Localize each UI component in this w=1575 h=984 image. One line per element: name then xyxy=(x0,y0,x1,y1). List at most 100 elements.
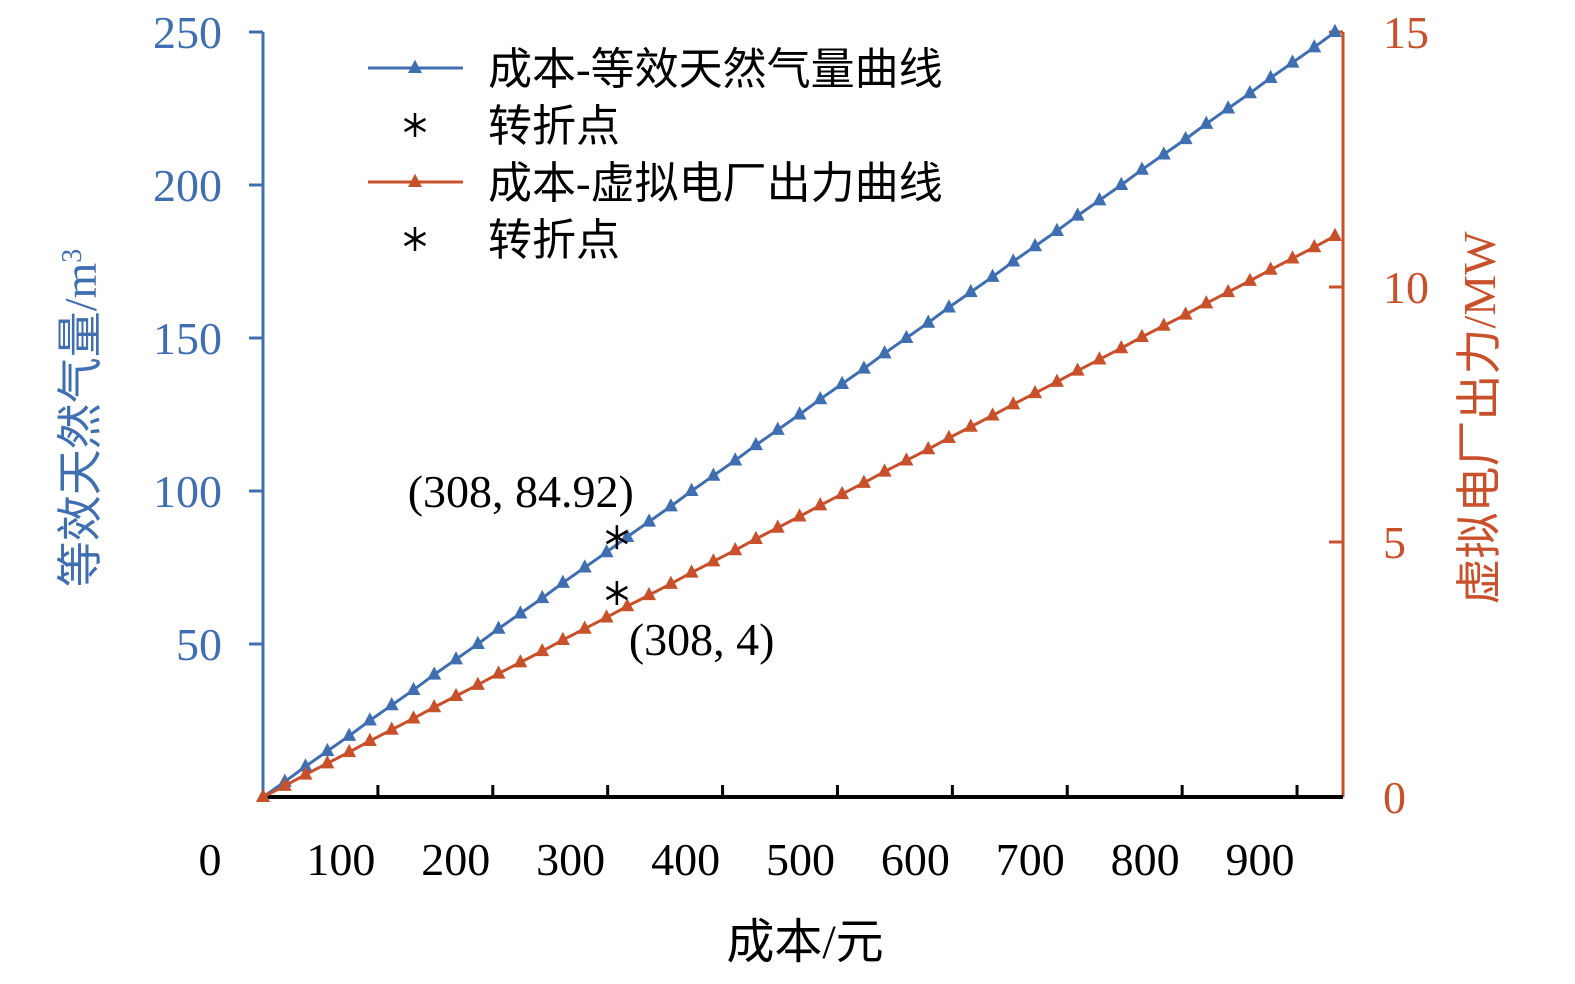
series-2-point xyxy=(728,541,743,556)
series-2-point xyxy=(1263,261,1278,275)
series-1-point xyxy=(362,712,377,726)
series-2-point xyxy=(298,766,313,780)
y-right-tick-label: 10 xyxy=(1383,262,1429,313)
series-1-point xyxy=(748,436,763,451)
series-2-point xyxy=(1242,272,1257,286)
series-1-point xyxy=(985,268,1000,282)
series-1-point xyxy=(1070,207,1085,221)
series-2-point xyxy=(877,463,892,477)
series-2-point xyxy=(663,575,678,589)
legend-star-marker xyxy=(403,113,427,137)
legend-label: 成本-虚拟电厂出力曲线 xyxy=(488,159,943,208)
series-2-point xyxy=(642,586,657,601)
series-2-point xyxy=(342,743,357,758)
y-axis-left-label-sup: 3 xyxy=(57,249,88,263)
series-1-point xyxy=(320,742,335,757)
series-1-point xyxy=(1285,54,1300,68)
y-left-tick-label: 250 xyxy=(153,7,222,58)
series-1-point xyxy=(1134,161,1149,175)
y-axis-right-label: 虚拟电厂出力/MW xyxy=(1454,231,1505,605)
series-1-point xyxy=(535,589,550,604)
x-tick-label: 700 xyxy=(996,834,1065,885)
series-1-point xyxy=(1092,192,1107,206)
series-1-point xyxy=(1307,39,1322,53)
series-2-point xyxy=(599,609,614,623)
series-1-point xyxy=(1006,253,1021,267)
series-1-point xyxy=(620,528,635,542)
y-left-tick-label: 100 xyxy=(153,466,222,517)
star-stroke xyxy=(403,231,427,247)
series-2-point xyxy=(835,485,850,500)
series-1-point xyxy=(941,299,956,313)
x-tick-label: 100 xyxy=(306,834,375,885)
x-axis-label: 成本/元 xyxy=(726,916,883,969)
series-2-point xyxy=(406,710,421,724)
series-1-point xyxy=(963,283,978,298)
y-left-tick-label: 150 xyxy=(153,313,222,364)
series-1-point xyxy=(899,329,914,344)
star-stroke xyxy=(605,530,628,545)
series-2-point xyxy=(1070,362,1085,376)
series-1-point xyxy=(427,666,442,680)
series-2-point xyxy=(555,631,570,645)
series-2-point xyxy=(748,530,763,544)
series-2-point xyxy=(770,519,785,533)
y-left-tick-label: 200 xyxy=(153,160,222,211)
legend-label: 转折点 xyxy=(488,102,620,151)
legend-triangle-marker xyxy=(408,173,422,188)
turning-point-label: (308, 84.92) xyxy=(408,466,634,517)
star-stroke xyxy=(403,117,427,133)
series-1-point xyxy=(921,314,936,328)
series-2-point xyxy=(620,598,635,612)
series-1-point xyxy=(1263,69,1278,83)
series-1-point xyxy=(706,467,721,481)
series-1-point xyxy=(835,375,850,389)
series-2-point xyxy=(449,687,464,702)
series-1-point xyxy=(513,605,528,619)
x-tick-label: 900 xyxy=(1226,834,1295,885)
series-2-point xyxy=(277,777,292,791)
series-1-point xyxy=(1199,115,1214,129)
x-tick-label: 400 xyxy=(651,834,720,885)
series-2-point xyxy=(577,620,592,634)
y-right-tick-label: 5 xyxy=(1383,517,1406,568)
legend-star-marker xyxy=(403,227,427,251)
series-1-point xyxy=(449,651,464,665)
series-2-point xyxy=(706,553,721,567)
series-1-point xyxy=(555,574,570,588)
series-1-point xyxy=(298,758,313,772)
series-1-point xyxy=(1114,176,1129,191)
turning-point-marker xyxy=(605,525,628,550)
series-1-point xyxy=(642,513,657,527)
series-2-point xyxy=(1285,250,1300,264)
series-2-point xyxy=(963,418,978,432)
series-1-point xyxy=(406,681,421,695)
series-1-point xyxy=(1178,130,1193,145)
series-2-point xyxy=(1134,328,1149,343)
series-1-point xyxy=(684,482,699,497)
series-2-point xyxy=(1114,340,1129,354)
series-1-point xyxy=(342,727,357,741)
legend-triangle-marker xyxy=(408,59,422,74)
turning-point-label: (308, 4) xyxy=(629,614,775,665)
series-2-point xyxy=(1307,239,1322,253)
series-2-point xyxy=(1006,396,1021,410)
series-1-point xyxy=(1221,100,1236,114)
series-2-point xyxy=(856,474,871,488)
series-1-point xyxy=(792,406,807,420)
turning-point-marker xyxy=(605,581,628,605)
series-1-point xyxy=(491,620,506,634)
series-1-point xyxy=(1242,85,1257,99)
star-stroke xyxy=(605,585,628,601)
series-1-point xyxy=(1327,23,1342,38)
series-1-point xyxy=(663,498,678,512)
series-1-point xyxy=(1049,222,1064,236)
y-axis-left-label-text: 等效天然气量/m xyxy=(55,263,106,588)
y-axis-left-label: 等效天然气量/m3 xyxy=(55,249,106,588)
legend-label: 转折点 xyxy=(488,216,620,265)
turning-points-layer: (308, 84.92) (308, 4) xyxy=(408,466,775,665)
series-2-point xyxy=(1327,227,1342,242)
series-2-point xyxy=(1221,283,1236,298)
